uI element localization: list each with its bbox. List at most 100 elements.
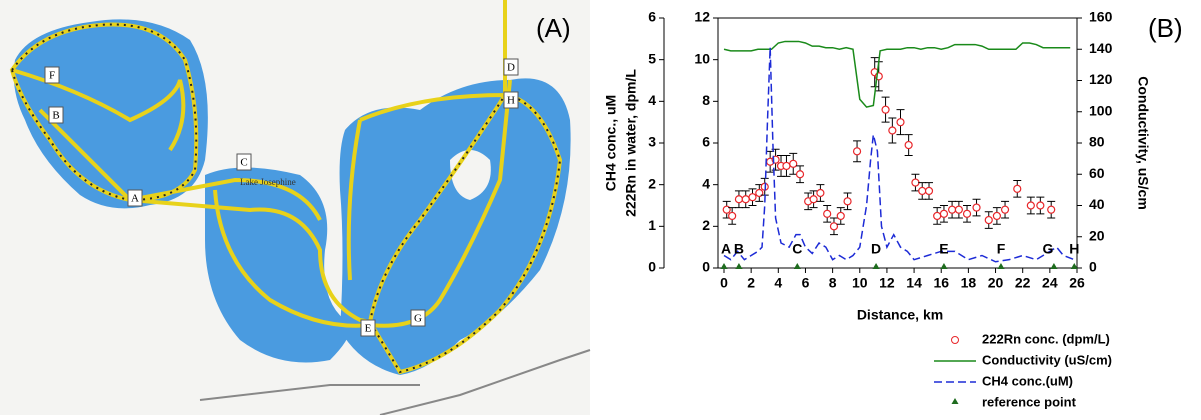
- data-point: [888, 126, 897, 135]
- data-point: [984, 215, 993, 225]
- y3-tick-label: 2: [648, 175, 656, 191]
- map-marker: [48, 106, 64, 124]
- y3-tick-label: 6: [648, 9, 656, 25]
- data-point: [795, 170, 805, 179]
- reference-label: H: [1069, 241, 1079, 257]
- lake-name: Lake Josephine: [240, 177, 296, 187]
- y2-tick-label: 40: [1089, 196, 1105, 212]
- data-point: [924, 186, 934, 196]
- panel-label: (A): [536, 13, 571, 43]
- map-point-label: B: [52, 110, 59, 122]
- y2-axis-title: Conductivity, uS/cm: [1135, 76, 1151, 210]
- lake-basin: [205, 167, 350, 363]
- y-tick-label: 4: [702, 175, 710, 191]
- x-tick-label: 14: [906, 275, 922, 291]
- x-tick-label: 18: [961, 275, 977, 291]
- reference-label: G: [1042, 241, 1053, 257]
- data-point: [748, 193, 757, 202]
- y2-tick-label: 140: [1089, 40, 1113, 56]
- map-point-label: F: [49, 70, 55, 82]
- data-point: [816, 188, 825, 198]
- x-tick-label: 16: [933, 275, 949, 291]
- data-point: [1047, 205, 1056, 214]
- y2-tick-label: 20: [1089, 227, 1105, 243]
- data-point: [939, 209, 949, 218]
- map-point-label: E: [365, 323, 372, 335]
- map-point-label: C: [240, 157, 247, 169]
- chart: (B) Distance, km CH4 conc., uM 222Rn in …: [603, 9, 1183, 410]
- reference-label: B: [734, 241, 744, 257]
- map-marker: [410, 309, 426, 327]
- data-point: [1013, 184, 1022, 193]
- reference-point: [940, 263, 948, 269]
- reference-point: [720, 263, 728, 269]
- map: F B C A D H G E Lake Josephine (A): [0, 0, 591, 416]
- data-point: [904, 140, 913, 150]
- legend-label: 222Rn conc. (dpm/L): [982, 331, 1110, 346]
- y-axis-title: 222Rn in water, dpm/L: [623, 69, 639, 217]
- map-marker: [503, 58, 519, 76]
- panel-label: (B): [1148, 13, 1183, 43]
- x-tick-label: 26: [1069, 275, 1085, 291]
- map-point-label: G: [414, 313, 422, 325]
- data-point: [728, 211, 737, 221]
- data-point: [852, 147, 862, 156]
- x-tick-label: 6: [802, 275, 810, 291]
- y2-tick-label: 120: [1089, 71, 1113, 87]
- y3-tick-label: 0: [648, 259, 656, 275]
- reference-label: E: [939, 241, 948, 257]
- survey-track: [9, 0, 563, 375]
- map-marker: [127, 189, 143, 207]
- reference-label: C: [792, 241, 802, 257]
- map-marker: [503, 91, 519, 109]
- x-tick-label: 2: [747, 275, 755, 291]
- lake-basin: [339, 78, 571, 375]
- y-tick-label: 0: [702, 259, 710, 275]
- data-point: [843, 197, 852, 206]
- x-tick-label: 0: [720, 275, 728, 291]
- y-tick-label: 10: [694, 50, 710, 66]
- y3-tick-label: 1: [648, 217, 656, 233]
- data-point: [789, 159, 798, 168]
- legend-swatch: [951, 398, 959, 404]
- data-point: [1036, 201, 1045, 210]
- data-point: [954, 205, 963, 214]
- data-point: [881, 105, 890, 114]
- data-point: [947, 205, 957, 214]
- road: [379, 349, 591, 416]
- reference-point: [735, 263, 743, 269]
- x-tick-label: 22: [1015, 275, 1031, 291]
- legend-swatch: [951, 336, 959, 344]
- data-point: [782, 161, 791, 171]
- y3-axis-title: CH4 conc., uM: [603, 95, 619, 191]
- data-point: [911, 178, 920, 187]
- data-point: [962, 209, 972, 218]
- reference-point: [1070, 263, 1078, 269]
- map-marker: [360, 319, 376, 337]
- reference-label: F: [997, 241, 1006, 257]
- y3-tick-label: 4: [648, 92, 656, 108]
- data-point: [896, 118, 905, 127]
- legend-label: CH4 conc.(uM): [982, 373, 1073, 388]
- y3-tick-label: 5: [648, 50, 656, 66]
- lake-basin: [13, 19, 208, 209]
- y2-tick-label: 80: [1089, 134, 1105, 150]
- x-tick-label: 10: [852, 275, 868, 291]
- y2-tick-label: 160: [1089, 9, 1113, 25]
- reference-point: [793, 263, 801, 269]
- data-point: [829, 222, 839, 231]
- map-point-label: A: [131, 193, 139, 205]
- map-point-label: D: [507, 62, 515, 74]
- y2-tick-label: 60: [1089, 165, 1105, 181]
- data-point: [918, 186, 927, 196]
- x-tick-label: 20: [988, 275, 1004, 291]
- y2-tick-label: 0: [1089, 259, 1097, 275]
- data-point: [741, 195, 750, 204]
- reference-point: [872, 263, 880, 269]
- x-tick-label: 24: [1042, 275, 1058, 291]
- data-point: [933, 211, 942, 221]
- data-point: [734, 195, 744, 204]
- legend-label: Conductivity (uS/cm): [982, 352, 1112, 367]
- reference-label: A: [721, 241, 731, 257]
